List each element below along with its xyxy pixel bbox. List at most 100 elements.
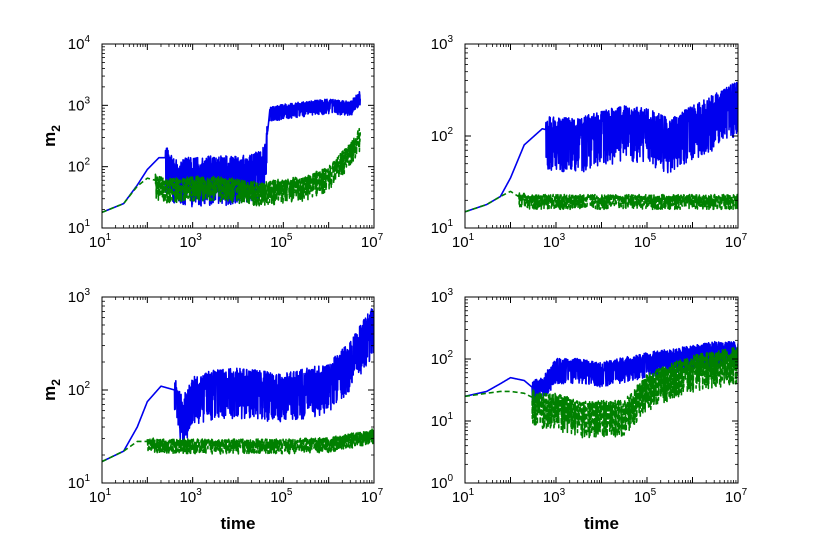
x-tick-base: 10 bbox=[452, 489, 469, 506]
x-tick-label: 103 bbox=[180, 232, 203, 251]
y-tick-base: 10 bbox=[68, 159, 85, 176]
y-tick-exponent: 1 bbox=[84, 473, 90, 484]
x-tick-base: 10 bbox=[634, 489, 651, 506]
x-tick-base: 10 bbox=[361, 489, 378, 506]
y-tick-exponent: 1 bbox=[447, 411, 453, 422]
x-tick-base: 10 bbox=[452, 234, 469, 251]
x-tick-exponent: 5 bbox=[287, 487, 293, 498]
y-tick-exponent: 3 bbox=[447, 34, 453, 45]
y-tick-label: 103 bbox=[68, 287, 91, 306]
y-tick-label: 102 bbox=[68, 157, 91, 176]
x-tick-base: 10 bbox=[725, 489, 742, 506]
x-tick-exponent: 7 bbox=[742, 232, 748, 243]
x-tick-base: 10 bbox=[543, 234, 560, 251]
x-tick-exponent: 5 bbox=[287, 232, 293, 243]
y-axis-label-subscript: 2 bbox=[49, 379, 63, 386]
x-tick-base: 10 bbox=[270, 489, 287, 506]
y-tick-exponent: 2 bbox=[447, 126, 453, 137]
y-tick-label: 102 bbox=[68, 380, 91, 399]
y-tick-base: 10 bbox=[431, 475, 448, 492]
x-tick-exponent: 1 bbox=[106, 487, 112, 498]
x-tick-label: 101 bbox=[452, 232, 475, 251]
y-tick-label: 101 bbox=[68, 218, 91, 237]
x-tick-label: 107 bbox=[725, 487, 748, 506]
y-tick-base: 10 bbox=[68, 475, 85, 492]
x-tick-exponent: 7 bbox=[378, 232, 384, 243]
y-tick-base: 10 bbox=[68, 36, 85, 53]
x-tick-base: 10 bbox=[180, 489, 197, 506]
y-tick-exponent: 1 bbox=[84, 218, 90, 229]
y-tick-label: 101 bbox=[431, 411, 454, 430]
y-tick-exponent: 3 bbox=[84, 287, 90, 298]
y-tick-base: 10 bbox=[431, 36, 448, 53]
x-tick-base: 10 bbox=[270, 234, 287, 251]
y-tick-label: 102 bbox=[431, 126, 454, 145]
y-axis-label-subscript: 2 bbox=[49, 125, 63, 132]
x-tick-label: 103 bbox=[543, 232, 566, 251]
y-tick-label: 103 bbox=[431, 34, 454, 53]
x-tick-exponent: 1 bbox=[106, 232, 112, 243]
x-tick-exponent: 5 bbox=[651, 487, 657, 498]
y-axis-label-main: m bbox=[40, 132, 59, 147]
x-tick-label: 107 bbox=[725, 232, 748, 251]
axes-frame bbox=[464, 296, 739, 484]
y-tick-base: 10 bbox=[431, 128, 448, 145]
x-axis-label: time bbox=[221, 514, 256, 533]
x-tick-base: 10 bbox=[180, 234, 197, 251]
y-tick-base: 10 bbox=[431, 220, 448, 237]
x-tick-label: 105 bbox=[270, 232, 293, 251]
y-tick-exponent: 2 bbox=[84, 380, 90, 391]
y-tick-base: 10 bbox=[68, 97, 85, 114]
y-axis-label: m2 bbox=[40, 125, 63, 147]
y-tick-base: 10 bbox=[68, 289, 85, 306]
y-axis-label: m2 bbox=[40, 379, 63, 401]
x-tick-base: 10 bbox=[725, 234, 742, 251]
x-tick-label: 101 bbox=[89, 232, 112, 251]
y-tick-base: 10 bbox=[68, 382, 85, 399]
series-dashed-line bbox=[465, 190, 738, 213]
series-dashed-line bbox=[102, 127, 362, 214]
y-tick-base: 10 bbox=[431, 351, 448, 368]
x-tick-label: 103 bbox=[543, 487, 566, 506]
x-tick-base: 10 bbox=[89, 234, 106, 251]
x-tick-exponent: 1 bbox=[469, 487, 475, 498]
y-tick-base: 10 bbox=[431, 289, 448, 306]
series-dashed-line bbox=[102, 428, 374, 463]
series-solid-line bbox=[465, 81, 738, 213]
y-tick-exponent: 4 bbox=[84, 34, 90, 45]
y-tick-exponent: 0 bbox=[447, 473, 453, 484]
x-tick-exponent: 7 bbox=[378, 487, 384, 498]
x-tick-exponent: 3 bbox=[560, 232, 566, 243]
y-tick-label: 101 bbox=[68, 473, 91, 492]
x-tick-base: 10 bbox=[634, 234, 651, 251]
x-tick-label: 103 bbox=[180, 487, 203, 506]
y-tick-label: 103 bbox=[431, 287, 454, 306]
x-tick-label: 101 bbox=[89, 487, 112, 506]
y-tick-exponent: 2 bbox=[447, 349, 453, 360]
y-tick-exponent: 2 bbox=[84, 157, 90, 168]
x-tick-exponent: 3 bbox=[196, 232, 202, 243]
series-solid-line bbox=[102, 90, 362, 214]
x-axis-label: time bbox=[584, 514, 619, 533]
y-tick-label: 101 bbox=[431, 218, 454, 237]
y-tick-label: 104 bbox=[68, 34, 91, 53]
x-tick-label: 105 bbox=[270, 487, 293, 506]
x-tick-exponent: 7 bbox=[742, 487, 748, 498]
y-tick-exponent: 3 bbox=[447, 287, 453, 298]
x-tick-exponent: 1 bbox=[469, 232, 475, 243]
x-tick-base: 10 bbox=[361, 234, 378, 251]
x-tick-label: 107 bbox=[361, 487, 384, 506]
series-solid-line bbox=[102, 308, 374, 463]
series-dashed-line bbox=[465, 347, 738, 439]
x-tick-exponent: 3 bbox=[196, 487, 202, 498]
x-tick-exponent: 3 bbox=[560, 487, 566, 498]
x-tick-exponent: 5 bbox=[651, 232, 657, 243]
y-tick-base: 10 bbox=[431, 413, 448, 430]
y-tick-exponent: 1 bbox=[447, 218, 453, 229]
x-tick-label: 107 bbox=[361, 232, 384, 251]
